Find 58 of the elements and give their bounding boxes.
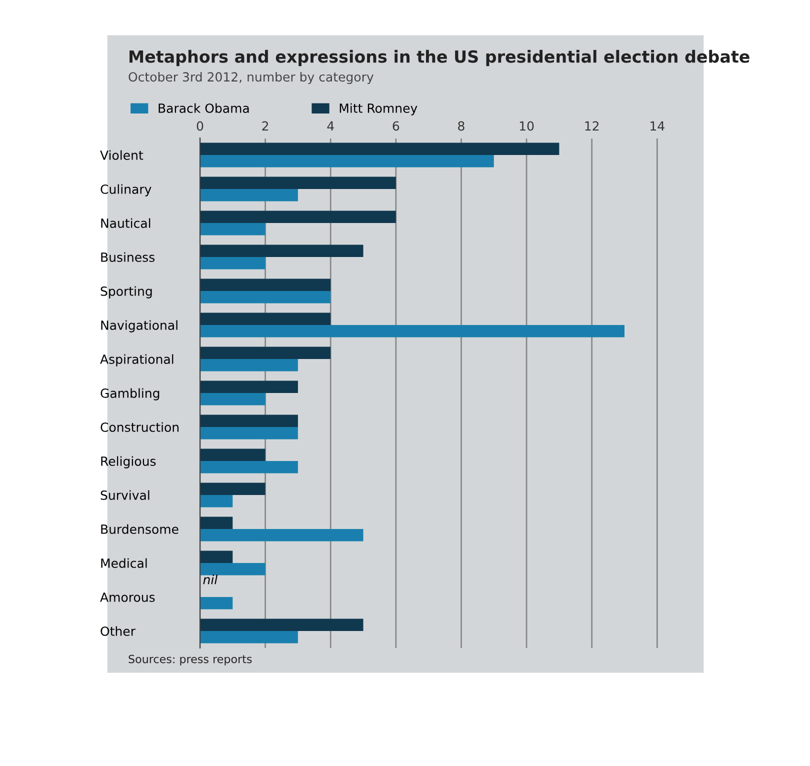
bar (200, 257, 266, 270)
chart-subtitle: October 3rd 2012, number by category (128, 72, 374, 84)
bar (200, 176, 396, 189)
bar (200, 495, 233, 508)
y-tick-label: Medical (101, 558, 147, 568)
y-tick-label: Aspirational (100, 354, 174, 366)
bar (200, 482, 266, 495)
y-tick-label: Gambling (100, 388, 160, 400)
y-tick-label: Culinary (100, 184, 152, 196)
bar (200, 597, 233, 610)
bar (200, 461, 298, 474)
bar (200, 427, 298, 440)
bar (200, 291, 331, 304)
bar (200, 210, 396, 223)
source-note: Sources: press reports (128, 654, 252, 666)
x-tick-label: 8 (458, 121, 464, 131)
bar (200, 155, 494, 168)
bar (200, 359, 298, 372)
bar (200, 223, 266, 236)
bar (200, 448, 266, 461)
y-tick-label: Business (101, 252, 155, 262)
y-tick-label: Navigational (101, 320, 178, 332)
bar (200, 346, 331, 359)
x-tick-label: 6 (392, 121, 400, 131)
x-tick-label: 2 (262, 121, 268, 131)
bar (200, 631, 298, 644)
bar (200, 563, 266, 576)
x-tick-label: 14 (650, 121, 664, 131)
bar (200, 189, 298, 202)
y-tick-label: Religious (101, 456, 156, 468)
bar (200, 244, 364, 257)
x-tick-label: 10 (520, 121, 534, 131)
y-tick-label: Nautical (101, 218, 150, 228)
y-tick-label: Construction (100, 422, 179, 432)
bar (200, 325, 624, 338)
bar (200, 393, 266, 406)
y-tick-label: Violent (100, 150, 144, 160)
chart-title: Metaphors and expressions in the US presidential election debate (130, 50, 750, 66)
y-tick-label: Amorous (100, 592, 155, 602)
bar (200, 516, 233, 529)
bar (200, 380, 298, 393)
legend-label: Barack Obama (158, 103, 249, 113)
bar (200, 618, 364, 631)
annotation: nil (203, 574, 218, 584)
bar (200, 142, 560, 155)
y-tick-label: Other (100, 626, 136, 636)
legend-label: Mitt Romney (340, 103, 418, 116)
bar (200, 414, 298, 427)
y-tick-label: Survival (100, 490, 150, 500)
x-tick-label: 12 (585, 121, 599, 131)
bar (200, 529, 364, 542)
x-tick-label: 4 (327, 121, 334, 131)
y-tick-label: Burdensome (101, 524, 178, 534)
bar (200, 278, 331, 291)
x-tick-label: 0 (196, 121, 204, 131)
bar (200, 550, 233, 563)
bar (200, 312, 331, 325)
y-tick-label: Sporting (100, 286, 152, 298)
